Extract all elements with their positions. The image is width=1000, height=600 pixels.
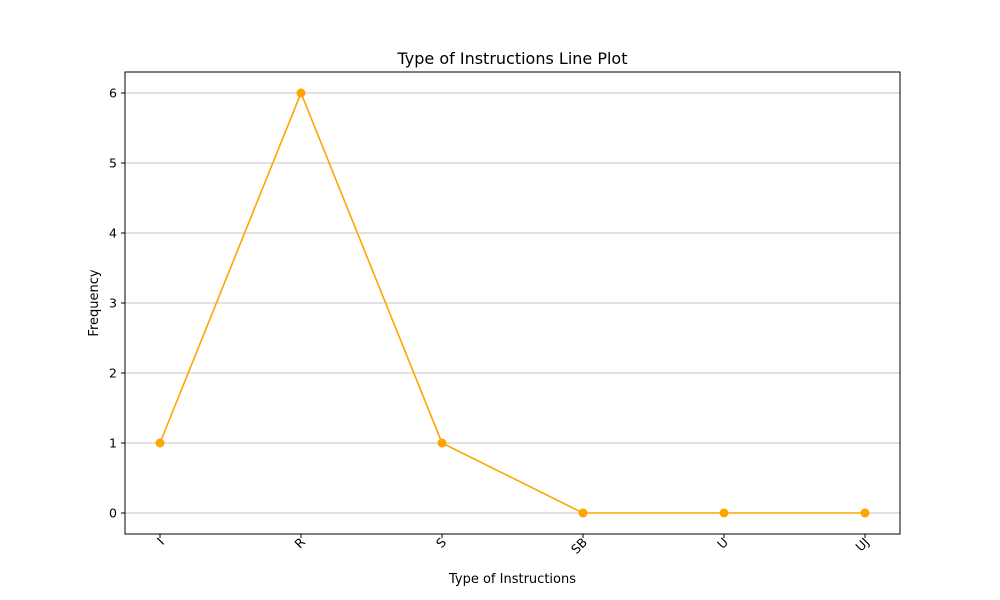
data-point (860, 508, 870, 518)
data-point (578, 508, 588, 518)
y-tick-label: 5 (109, 156, 117, 171)
series-line (159, 90, 865, 514)
data-point (155, 438, 165, 448)
y-axis-label: Frequency (87, 269, 102, 336)
x-tick-label: S (433, 534, 449, 550)
y-tick-label: 4 (109, 226, 117, 241)
y-tick-label: 2 (109, 366, 117, 381)
x-tick-label: SB (568, 535, 590, 557)
x-tick-label: I (154, 535, 167, 548)
x-axis-label: Type of Instructions (448, 572, 576, 587)
x-tick-label: R (291, 534, 308, 551)
x-tick-label: U (714, 535, 731, 552)
series-group (155, 88, 870, 518)
y-axis: 0 1 2 3 4 5 6 (109, 86, 125, 521)
y-tick-label: 6 (109, 86, 117, 101)
gridlines (125, 92, 900, 514)
x-tick-label: UJ (852, 535, 872, 555)
chart-title: Type of Instructions Line Plot (397, 49, 628, 68)
data-point (437, 438, 447, 448)
x-axis: I R S SB U UJ (154, 534, 872, 557)
y-tick-label: 1 (109, 436, 117, 451)
data-point (296, 88, 306, 98)
y-tick-label: 3 (109, 296, 117, 311)
y-tick-label: 0 (109, 506, 117, 521)
data-point (719, 508, 729, 518)
